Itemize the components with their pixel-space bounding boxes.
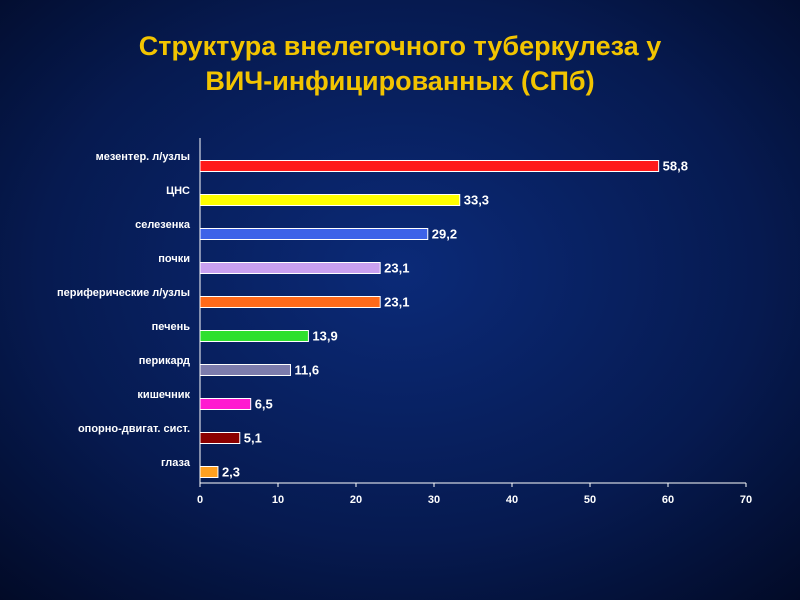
- value-label: 5,1: [244, 430, 262, 445]
- x-tick-label: 60: [662, 494, 674, 506]
- y-tick-label: печень: [152, 321, 191, 333]
- y-tick-label: перикард: [139, 355, 190, 367]
- value-label: 6,5: [255, 396, 273, 411]
- bar: [199, 194, 461, 206]
- bar: [199, 160, 660, 172]
- x-tick-label: 50: [584, 494, 596, 506]
- value-label: 13,9: [312, 328, 337, 343]
- value-label: 29,2: [432, 226, 457, 241]
- bar: [199, 432, 241, 444]
- x-tick-label: 10: [272, 494, 284, 506]
- y-tick-label: мезентер. л/узлы: [96, 151, 190, 163]
- chart-title: Структура внелегочного туберкулеза у: [139, 31, 661, 61]
- x-tick-label: 70: [740, 494, 752, 506]
- x-tick-label: 40: [506, 494, 518, 506]
- bar: [199, 330, 309, 342]
- bar: [199, 466, 219, 478]
- value-label: 58,8: [663, 158, 688, 173]
- x-tick-label: 20: [350, 494, 362, 506]
- value-label: 23,1: [384, 294, 409, 309]
- y-tick-label: почки: [158, 253, 190, 265]
- y-tick-label: опорно-двигат. сист.: [78, 423, 190, 435]
- bar: [199, 228, 429, 240]
- y-tick-label: ЦНС: [166, 185, 190, 197]
- bar: [199, 262, 381, 274]
- y-tick-label: периферические л/узлы: [57, 287, 190, 299]
- chart-title: ВИЧ-инфицированных (СПб): [205, 66, 594, 96]
- bar: [199, 398, 252, 410]
- y-tick-label: селезенка: [135, 219, 191, 231]
- value-label: 11,6: [294, 362, 319, 377]
- y-tick-label: глаза: [161, 457, 191, 469]
- x-tick-label: 30: [428, 494, 440, 506]
- y-tick-label: кишечник: [137, 389, 190, 401]
- bar: [199, 296, 381, 308]
- x-tick-label: 0: [197, 494, 203, 506]
- value-label: 23,1: [384, 260, 409, 275]
- bar: [199, 364, 291, 376]
- value-label: 2,3: [222, 464, 240, 479]
- value-label: 33,3: [464, 192, 489, 207]
